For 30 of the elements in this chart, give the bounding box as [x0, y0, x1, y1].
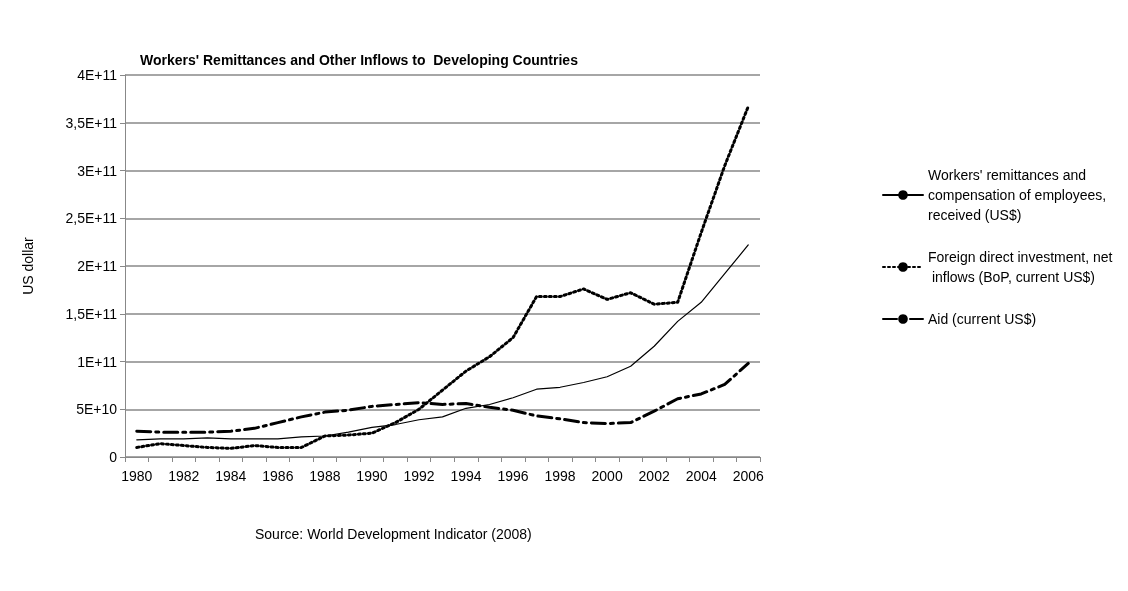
y-tick-label: 3E+11	[77, 162, 118, 179]
legend-label: Workers' remittances and compensation of employees, received (US$)	[928, 167, 1111, 223]
y-tick-label: 2,5E+11	[65, 210, 118, 227]
x-tick-label: 1982	[168, 468, 200, 484]
x-tick-label: 1988	[309, 468, 341, 484]
x-tick-label: 2004	[685, 468, 717, 484]
chart-title: Workers' Remittances and Other Inflows to Developing Countries	[140, 52, 579, 68]
x-tick-label: 1984	[215, 468, 247, 484]
x-tick-label: 2006	[732, 468, 765, 484]
x-tick-label: 1996	[497, 468, 529, 484]
x-tick-label: 1990	[356, 468, 388, 484]
x-tick-label: 1986	[262, 468, 294, 484]
y-axis-title: US dollar	[20, 236, 36, 295]
x-tick-label: 1998	[544, 468, 576, 484]
x-tick-label: 1992	[403, 468, 435, 484]
y-tick-label: 0	[109, 449, 118, 465]
y-tick-label: 5E+10	[76, 401, 118, 418]
x-tick-label: 1980	[121, 468, 153, 484]
legend-label: Aid (current US$)	[928, 311, 1037, 327]
line-series	[135, 105, 750, 450]
y-tick-label: 1E+11	[77, 353, 118, 370]
y-tick-label: 4E+11	[77, 67, 118, 83]
y-tick-label: 1,5E+11	[65, 305, 118, 322]
y-tick-label: 3,5E+11	[65, 114, 118, 131]
x-tick-label: 2002	[638, 468, 670, 484]
x-tick-label: 1994	[450, 468, 482, 484]
legend-label: Foreign direct investment, net inflows (BoP, current US$)	[928, 249, 1113, 285]
x-tick-label: 2000	[591, 468, 623, 484]
source-note: Source: World Development Indicator (2008)	[255, 526, 532, 542]
y-tick-label: 2E+11	[77, 258, 118, 274]
